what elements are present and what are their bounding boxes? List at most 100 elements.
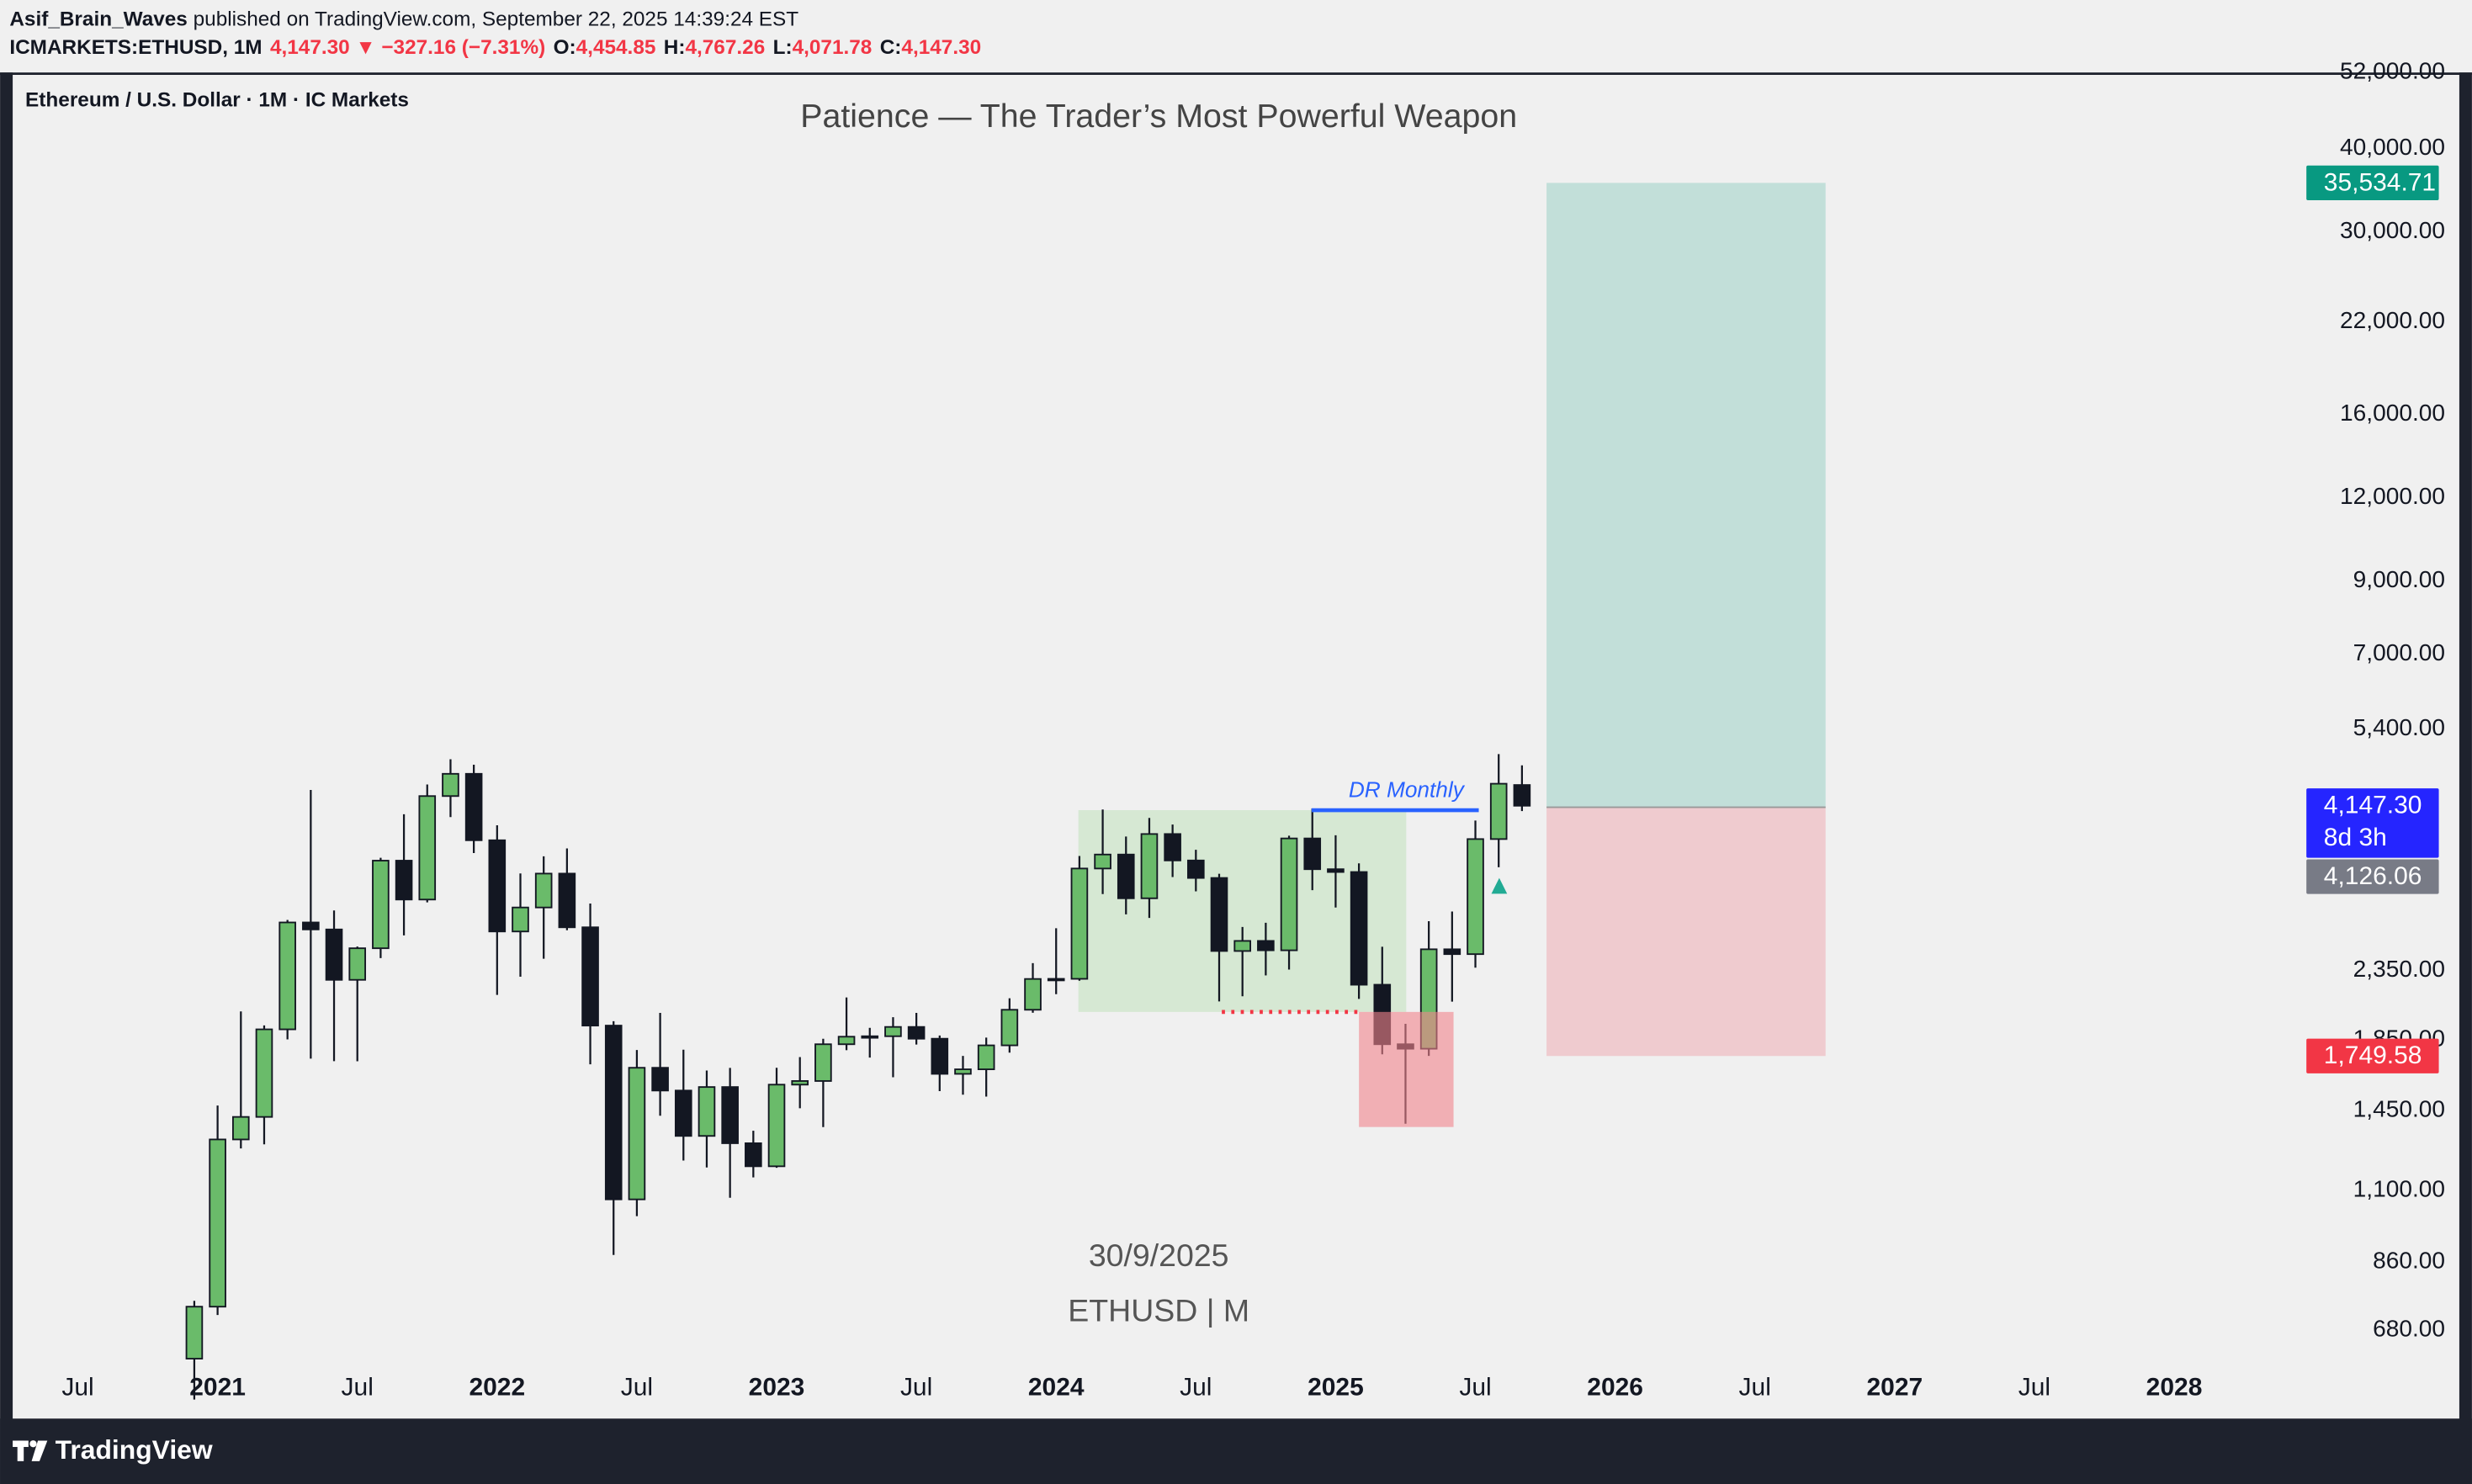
candle-body: [231, 1116, 250, 1141]
change: 4,147.30 ▼ −327.16 (−7.31%): [270, 37, 545, 60]
logo: [13, 1440, 48, 1461]
x-tick-label: Jul: [1180, 1374, 1212, 1402]
author: Asif_Brain_Waves: [9, 8, 188, 31]
x-tick-label: Jul: [621, 1374, 653, 1402]
candle-body: [1257, 940, 1275, 951]
ohlc-key: O:: [554, 37, 576, 60]
x-tick-label: Jul: [61, 1374, 93, 1402]
candle-body: [1094, 853, 1111, 870]
target-zone: [1546, 183, 1826, 808]
candle-body: [581, 926, 599, 1027]
price-label: 4,126.06: [2324, 862, 2422, 890]
ohlc-key: L:: [773, 37, 793, 60]
candle-body: [1303, 837, 1322, 871]
x-tick-label: Jul: [2018, 1374, 2050, 1402]
symbol: ICMARKETS:ETHUSD, 1M: [9, 37, 262, 60]
y-tick-label: 2,350.00: [2353, 956, 2445, 982]
candle-body: [767, 1084, 786, 1168]
candle-body: [372, 860, 390, 950]
candle-body: [698, 1086, 716, 1137]
ohlc-value: 4,767.26: [685, 37, 765, 60]
candle-body: [1467, 838, 1484, 956]
symbol-note: ETHUSD | M: [1068, 1293, 1249, 1328]
candle-body: [1327, 868, 1345, 873]
candle-body: [302, 921, 320, 930]
candle-body: [1024, 978, 1042, 1011]
x-tick-label: 2023: [749, 1374, 805, 1402]
candle-body: [721, 1086, 739, 1144]
x-tick-label: 2024: [1028, 1374, 1085, 1402]
ohlc-value: 4,454.85: [576, 37, 656, 60]
stop-zone: [1546, 807, 1826, 1057]
candle-body: [1350, 871, 1368, 986]
candle-body: [209, 1138, 226, 1308]
price-label-box: [2306, 165, 2439, 201]
candle-body: [558, 872, 576, 929]
candle-body: [861, 1035, 879, 1039]
candle-body: [954, 1068, 972, 1075]
candle-body: [464, 772, 483, 841]
y-tick-label: 30,000.00: [2340, 217, 2445, 243]
candle-body: [1047, 978, 1065, 982]
x-tick-label: 2026: [1587, 1374, 1643, 1402]
x-tick-label: Jul: [1459, 1374, 1491, 1402]
candle-body: [1070, 867, 1089, 980]
candle-body: [395, 860, 413, 901]
y-tick-label: 16,000.00: [2340, 400, 2445, 426]
y-tick-label: 7,000.00: [2353, 639, 2445, 665]
candle-body: [278, 921, 296, 1031]
y-tick-label: 860.00: [2373, 1247, 2445, 1273]
candle-body: [977, 1044, 995, 1071]
candle-body: [604, 1025, 623, 1200]
y-tick-label: 52,000.00: [2340, 58, 2445, 84]
candle-body: [1164, 833, 1181, 861]
y-tick-label: 40,000.00: [2340, 134, 2445, 160]
y-tick-label: 1,100.00: [2353, 1176, 2445, 1202]
range-label: DR Monthly: [1349, 776, 1466, 802]
y-tick-label: 22,000.00: [2340, 307, 2445, 333]
publish-line: Asif_Brain_Waves published on TradingVie…: [9, 8, 798, 31]
countdown: 8d 3h: [2324, 824, 2387, 851]
candle-body: [907, 1026, 926, 1040]
candle-body: [255, 1028, 273, 1118]
candle-body: [348, 947, 367, 981]
frame-right: [2459, 72, 2472, 1484]
y-tick-label: 9,000.00: [2353, 566, 2445, 592]
x-tick-label: 2021: [189, 1374, 246, 1402]
candle-body: [534, 872, 553, 909]
candle-body: [628, 1067, 646, 1200]
plot: [185, 183, 1826, 1400]
price-label-box: [2306, 788, 2439, 858]
candle-body: [1117, 853, 1135, 899]
candle-body: [931, 1037, 949, 1075]
ohlc-key: C:: [880, 37, 902, 60]
y-tick-label: 5,400.00: [2353, 714, 2445, 740]
candle-body: [1187, 859, 1205, 879]
candle-body: [1233, 940, 1251, 952]
candle-body: [837, 1036, 856, 1046]
chart-title: Patience — The Trader’s Most Powerful We…: [800, 98, 1517, 135]
x-tick-label: Jul: [900, 1374, 932, 1402]
candle-body: [651, 1067, 669, 1092]
over-layer: [1222, 808, 1508, 1127]
candle-body: [814, 1043, 832, 1082]
candle-body: [1443, 948, 1461, 956]
candle-body: [1513, 784, 1531, 807]
candle-body: [745, 1142, 762, 1168]
frame-top: [0, 72, 2472, 75]
candle-body: [442, 772, 459, 798]
demand-box: [1359, 1011, 1454, 1127]
x-tick-label: Jul: [342, 1374, 374, 1402]
legend: Ethereum / U.S. Dollar · 1M · IC Markets: [25, 88, 409, 111]
candle-body: [1210, 877, 1228, 952]
price-label: 1,749.58: [2324, 1041, 2422, 1069]
candle-body: [512, 906, 529, 933]
symbol-line: ICMARKETS:ETHUSD, 1M 4,147.30 ▼ −327.16 (…: [9, 37, 981, 60]
frame-left: [0, 72, 13, 1484]
price-label-box: [2306, 1038, 2439, 1073]
candle-body: [488, 839, 507, 933]
candle-body: [1280, 837, 1298, 951]
signal-marker: [1491, 877, 1508, 894]
